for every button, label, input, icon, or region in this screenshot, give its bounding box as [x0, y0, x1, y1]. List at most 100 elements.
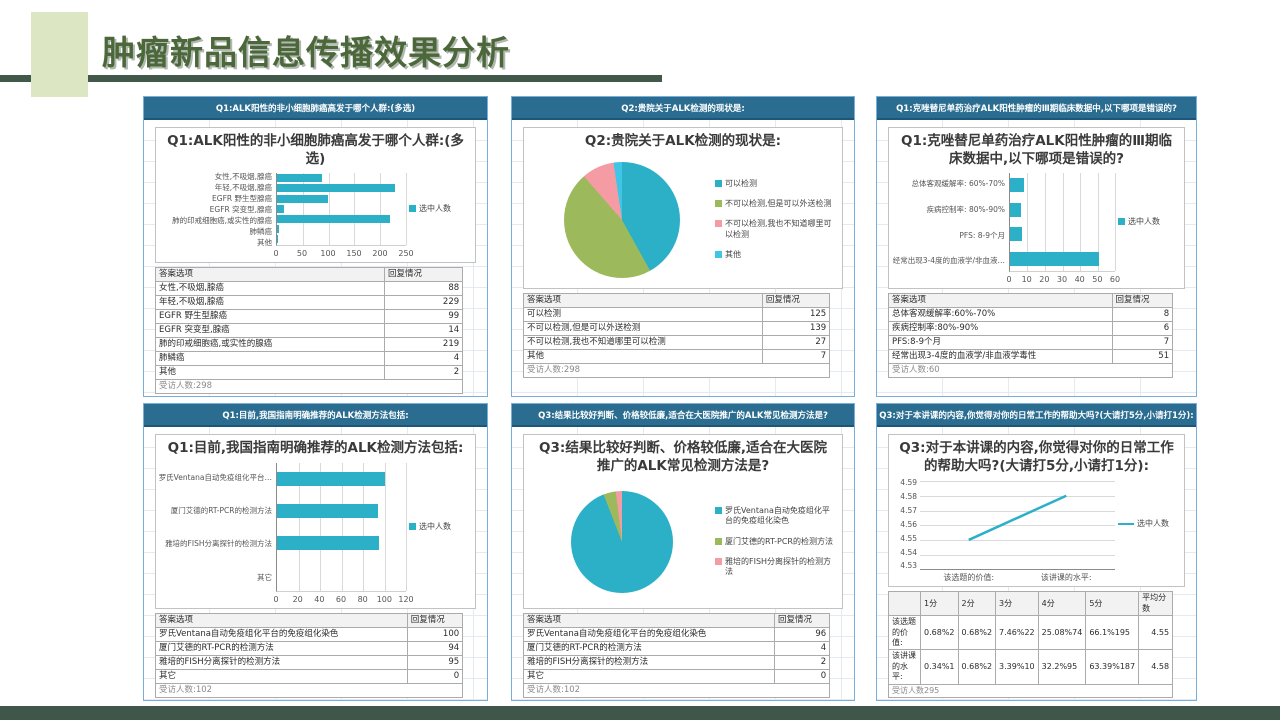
panel-header: Q1:克唑替尼单药治疗ALK阳性肿瘤的Ⅲ期临床数据中,以下哪项是错误的?	[877, 97, 1196, 120]
gridline	[1062, 173, 1064, 271]
bar	[277, 184, 396, 193]
y-tick-label: 4.59	[900, 478, 917, 488]
chart-title: Q2:贵院关于ALK检测的现状是:	[584, 133, 782, 149]
answer-option-cell: 女性,不吸烟,腺癌	[154, 280, 386, 296]
legend: 罗氏Ventana自动免疫组化平台的免疫组化染色厦门艾德的RT-PCR的检测方法…	[715, 506, 837, 578]
table-header-row: 1分 2分 3分 4分 5分 平均分数	[887, 591, 1174, 617]
gridline	[920, 495, 1115, 497]
legend-item: 厦门艾德的RT-PCR的检测方法	[715, 537, 835, 547]
table-row: 其他 7	[523, 348, 831, 364]
category-label: 女性,不吸烟,腺癌	[214, 172, 272, 182]
x-tick-label: 80	[357, 594, 368, 604]
x-ticks: 0 20 40 60 80 100 120	[273, 594, 413, 606]
table-row: EGFR 突变型,腺癌 14	[154, 322, 464, 338]
x-axis: 该选题的价值: 该讲课的水平:	[894, 570, 1179, 584]
column-header: 答案选项	[523, 292, 763, 308]
answer-option-cell: 总体客观缓解率:60%-70%	[888, 306, 1113, 322]
table-row: 疾病控制率:80%-90% 6	[888, 320, 1174, 336]
legend-label: 选中人数	[419, 204, 451, 214]
column-header: 3分	[995, 591, 1039, 617]
panel-q1-crizotinib-clinical-data: Q1:克唑替尼单药治疗ALK阳性肿瘤的Ⅲ期临床数据中,以下哪项是错误的? Q1:…	[876, 96, 1197, 397]
value-cell: 8	[1111, 306, 1174, 322]
value-cell: 125	[761, 306, 831, 322]
chart-area: 可以检测 不可以检测,但是可以外送检测 不可以检测,我也不知道哪里可以检测 其他	[529, 154, 837, 286]
legend-label: 罗氏Ventana自动免疫组化平台的免疫组化染色	[725, 505, 830, 526]
x-tick-label: 40	[314, 594, 325, 604]
answer-option-cell: 肺的印戒细胞癌,或实性的腺癌	[154, 336, 386, 352]
slide-title: 肿瘤新品信息传播效果分析	[102, 33, 510, 72]
value-cell: 4	[384, 350, 464, 366]
legend: 可以检测 不可以检测,但是可以外送检测 不可以检测,我也不知道哪里可以检测 其他	[715, 179, 837, 261]
chart-title: Q1:克唑替尼单药治疗ALK阳性肿瘤的Ⅲ期临床数据中,以下哪项是错误的?	[900, 133, 1173, 167]
table-footer-row: 受访人数295	[887, 683, 1174, 699]
value-cell: 7	[761, 348, 831, 364]
pie-chart-box: Q3:结果比较好判断、价格较低廉,适合在大医院推广的ALK常见检测方法是? 罗氏…	[523, 434, 843, 609]
table-footer-row: 受访人数:60	[887, 362, 1174, 379]
answer-option-cell: 不可以检测,但是可以外送检测	[523, 320, 763, 336]
bar	[1010, 202, 1021, 217]
x-tick-label: 0	[273, 594, 279, 604]
bars	[277, 173, 406, 244]
value-cell: 2	[773, 654, 831, 670]
gridline	[341, 462, 343, 591]
answer-option-cell: 其它	[523, 668, 775, 684]
category-label: PFS: 8-9个月	[959, 230, 1005, 240]
value-cell: 4.58	[1138, 649, 1174, 685]
bottom-accent-bar	[0, 706, 1280, 720]
value-cell: 100	[406, 626, 464, 642]
gridline	[380, 173, 382, 245]
legend-label: 可以检测	[725, 178, 757, 188]
bar	[277, 235, 279, 244]
table-header-row: 答案选项 回复情况	[523, 292, 831, 308]
column-header: 回复情况	[761, 292, 831, 308]
value-cell: 4	[773, 640, 831, 656]
gridline	[406, 173, 407, 245]
table-row: 肺的印戒细胞癌,或实性的腺癌 219	[154, 336, 464, 352]
value-cell: 3.39%10	[995, 649, 1039, 685]
x-tick-label: 60	[1109, 274, 1121, 284]
legend-label: 选中人数	[1137, 519, 1169, 529]
column-header: 2分	[957, 591, 997, 617]
panel-body: Q3:结果比较好判断、价格较低廉,适合在大医院推广的ALK常见检测方法是? 罗氏…	[512, 427, 854, 700]
table-footer-row: 受访人数:298	[522, 362, 831, 379]
respondent-count: 受访人数:102	[154, 682, 464, 699]
panel-q3-lecture-helpfulness: Q3:对于本讲课的内容,你觉得对你的日常工作的帮助大吗?(大请打5分,小请打1分…	[876, 403, 1197, 701]
legend-item: 不可以检测,但是可以外送检测	[715, 199, 835, 209]
chart-area: 罗氏Ventana自动免疫组化平台的免疫组化染色厦门艾德的RT-PCR的检测方法…	[529, 478, 837, 606]
gridline	[920, 554, 1115, 556]
bar-plot: 罗氏Ventana自动免疫组化平台… 厦门艾德的RT-PCR的检测方法 雅培的FIS…	[159, 461, 470, 594]
x-tick-label: 50	[296, 248, 308, 258]
respondent-count: 受访人数:298	[522, 362, 831, 379]
pie	[571, 490, 673, 593]
table-row: 年轻,不吸烟,腺癌 229	[154, 294, 464, 310]
legend-label: 不可以检测,我也不知道哪里可以检测	[725, 219, 832, 239]
table-row: 罗氏Ventana自动免疫组化平台的免疫组化染色 96	[523, 626, 831, 642]
x-ticks: 0 50 100 150 200 250	[273, 248, 413, 260]
legend: 选中人数	[1115, 478, 1179, 570]
table-row: 该讲课的水平: 0.34%1 0.68%2 3.39%10 32.2%95 63.39%1…	[887, 649, 1174, 685]
category-label: 其它	[257, 572, 272, 582]
answer-option-cell: 不可以检测,我也不知道哪里可以检测	[523, 334, 763, 350]
value-cell: 0.34%1	[920, 649, 959, 685]
answer-option-cell: 雅培的FISH分离探针的检测方法	[523, 654, 775, 670]
panel-q1-alk-population: Q1:ALK阳性的非小细胞肺癌高发于哪个人群:(多选) Q1:ALK阳性的非小细…	[143, 96, 488, 397]
answer-option-cell: 其他	[154, 364, 386, 380]
answer-option-cell: EGFR 突变型,腺癌	[154, 322, 386, 338]
table-row: 其它 0	[523, 668, 831, 684]
x-tick-label: 20	[292, 594, 303, 604]
table-row: PFS:8-9个月 7	[888, 334, 1174, 350]
chart-title: Q1:目前,我国指南明确推荐的ALK检测方法包括:	[167, 440, 464, 456]
value-cell: 88	[384, 280, 464, 296]
answer-option-cell: 经常出现3-4度的血液学/非血液学毒性	[888, 348, 1113, 364]
legend-line-swatch	[1118, 523, 1134, 526]
bar	[277, 174, 323, 183]
x-tick-label: 100	[320, 248, 336, 258]
value-cell: 63.39%187	[1085, 649, 1140, 685]
column-header	[887, 591, 922, 617]
title-underline	[0, 75, 662, 82]
answer-option-cell: 罗氏Ventana自动免疫组化平台的免疫组化染色	[523, 626, 775, 642]
answer-option-cell: PFS:8-9个月	[888, 334, 1113, 350]
value-cell: 219	[384, 336, 464, 352]
answer-option-cell: 罗氏Ventana自动免疫组化平台的免疫组化染色	[155, 626, 408, 642]
